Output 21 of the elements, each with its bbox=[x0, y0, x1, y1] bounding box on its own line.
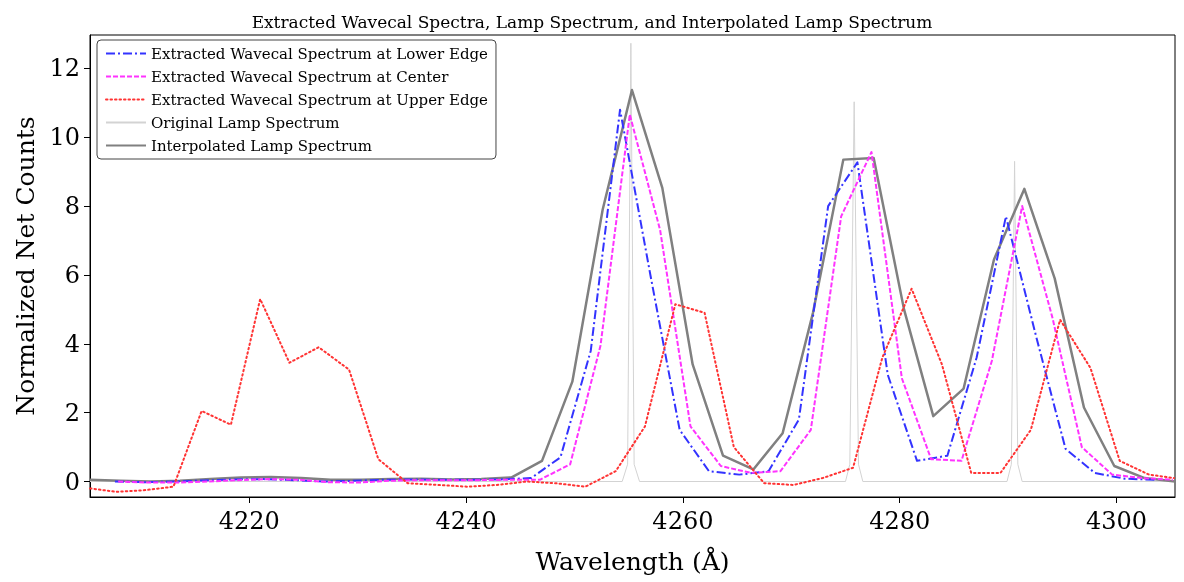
y-tick-label: 0 bbox=[64, 467, 80, 496]
y-tick-label: 6 bbox=[64, 260, 80, 289]
x-tick-label: 4300 bbox=[1085, 507, 1148, 535]
legend-label: Extracted Wavecal Spectrum at Lower Edge bbox=[151, 44, 489, 63]
x-tick-label: 4260 bbox=[652, 507, 714, 535]
line-series bbox=[89, 287, 1175, 493]
y-tick-label: 10 bbox=[49, 123, 80, 152]
y-tick-label: 12 bbox=[49, 54, 80, 83]
y-tick-label: 2 bbox=[64, 398, 80, 427]
legend-label: Extracted Wavecal Spectrum at Center bbox=[151, 67, 450, 86]
legend-label: Extracted Wavecal Spectrum at Upper Edge bbox=[151, 90, 489, 109]
x-tick-label: 4220 bbox=[218, 507, 280, 535]
x-tick-label: 4240 bbox=[435, 507, 497, 535]
legend-label: Original Lamp Spectrum bbox=[151, 113, 340, 132]
chart-title: Extracted Wavecal Spectra, Lamp Spectrum, and Interpolated Lamp Spectrum bbox=[251, 11, 933, 32]
y-axis-title: Normalized Net Counts bbox=[11, 116, 40, 416]
y-tick-label: 4 bbox=[64, 329, 80, 358]
legend-label: Interpolated Lamp Spectrum bbox=[151, 136, 373, 155]
y-tick-label: 8 bbox=[64, 192, 80, 221]
x-tick-label: 4280 bbox=[869, 507, 931, 535]
x-axis-title: Wavelength (Å) bbox=[535, 546, 730, 576]
